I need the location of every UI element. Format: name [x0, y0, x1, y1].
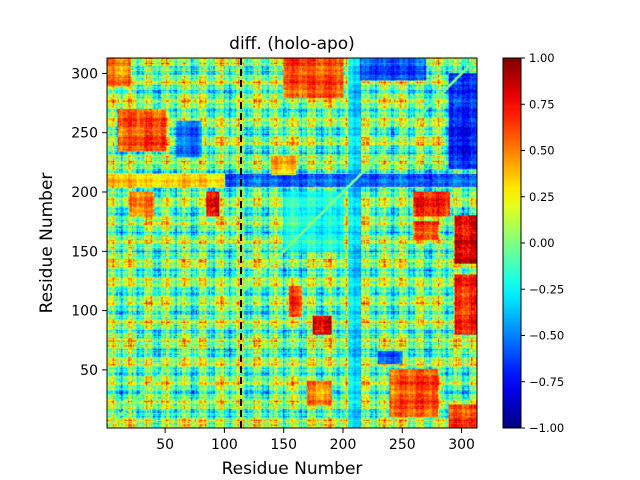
x-tick-label: 200	[330, 437, 357, 453]
x-axis-label: Residue Number	[222, 459, 363, 479]
colorbar-ticks: 1.00 0.75 0.50 0.25 0.00 −0.25 −0.50 −0.75 −1.00	[521, 51, 564, 435]
heatmap-area	[107, 58, 477, 428]
y-tick-label: 200	[71, 185, 98, 201]
chart-title: diff. (holo-apo)	[229, 34, 355, 54]
x-tick-label: 150	[270, 437, 297, 453]
colorbar-tick-label: −0.50	[529, 329, 564, 343]
colorbar	[502, 57, 522, 429]
colorbar-tick-label: 0.00	[529, 236, 555, 250]
colorbar-tick-label: 1.00	[529, 51, 555, 65]
y-tick-label: 100	[71, 304, 98, 320]
y-tick-label: 150	[71, 244, 98, 260]
x-tick-label: 300	[448, 437, 475, 453]
y-tick-label: 250	[71, 126, 98, 142]
x-tick-label: 50	[156, 437, 174, 453]
y-axis-label: Residue Number	[37, 173, 57, 314]
colorbar-tick-label: −0.25	[529, 282, 564, 296]
y-axis-ticks: 50 100 150 200 250 300	[71, 66, 107, 379]
heatmap-image	[107, 58, 477, 428]
colorbar-tick-label: −1.00	[529, 421, 564, 435]
plot-frame	[106, 57, 478, 429]
colorbar-tick-label: −0.75	[529, 375, 564, 389]
y-tick-label: 300	[71, 66, 98, 82]
colorbar-tick-label: 0.25	[529, 190, 555, 204]
x-tick-label: 100	[211, 437, 238, 453]
x-tick-label: 250	[389, 437, 416, 453]
colorbar-tick-label: 0.75	[529, 97, 555, 111]
colorbar-tick-label: 0.50	[529, 144, 555, 158]
y-tick-label: 50	[80, 363, 98, 379]
x-axis-ticks: 50 100 150 200 250 300	[156, 428, 475, 453]
